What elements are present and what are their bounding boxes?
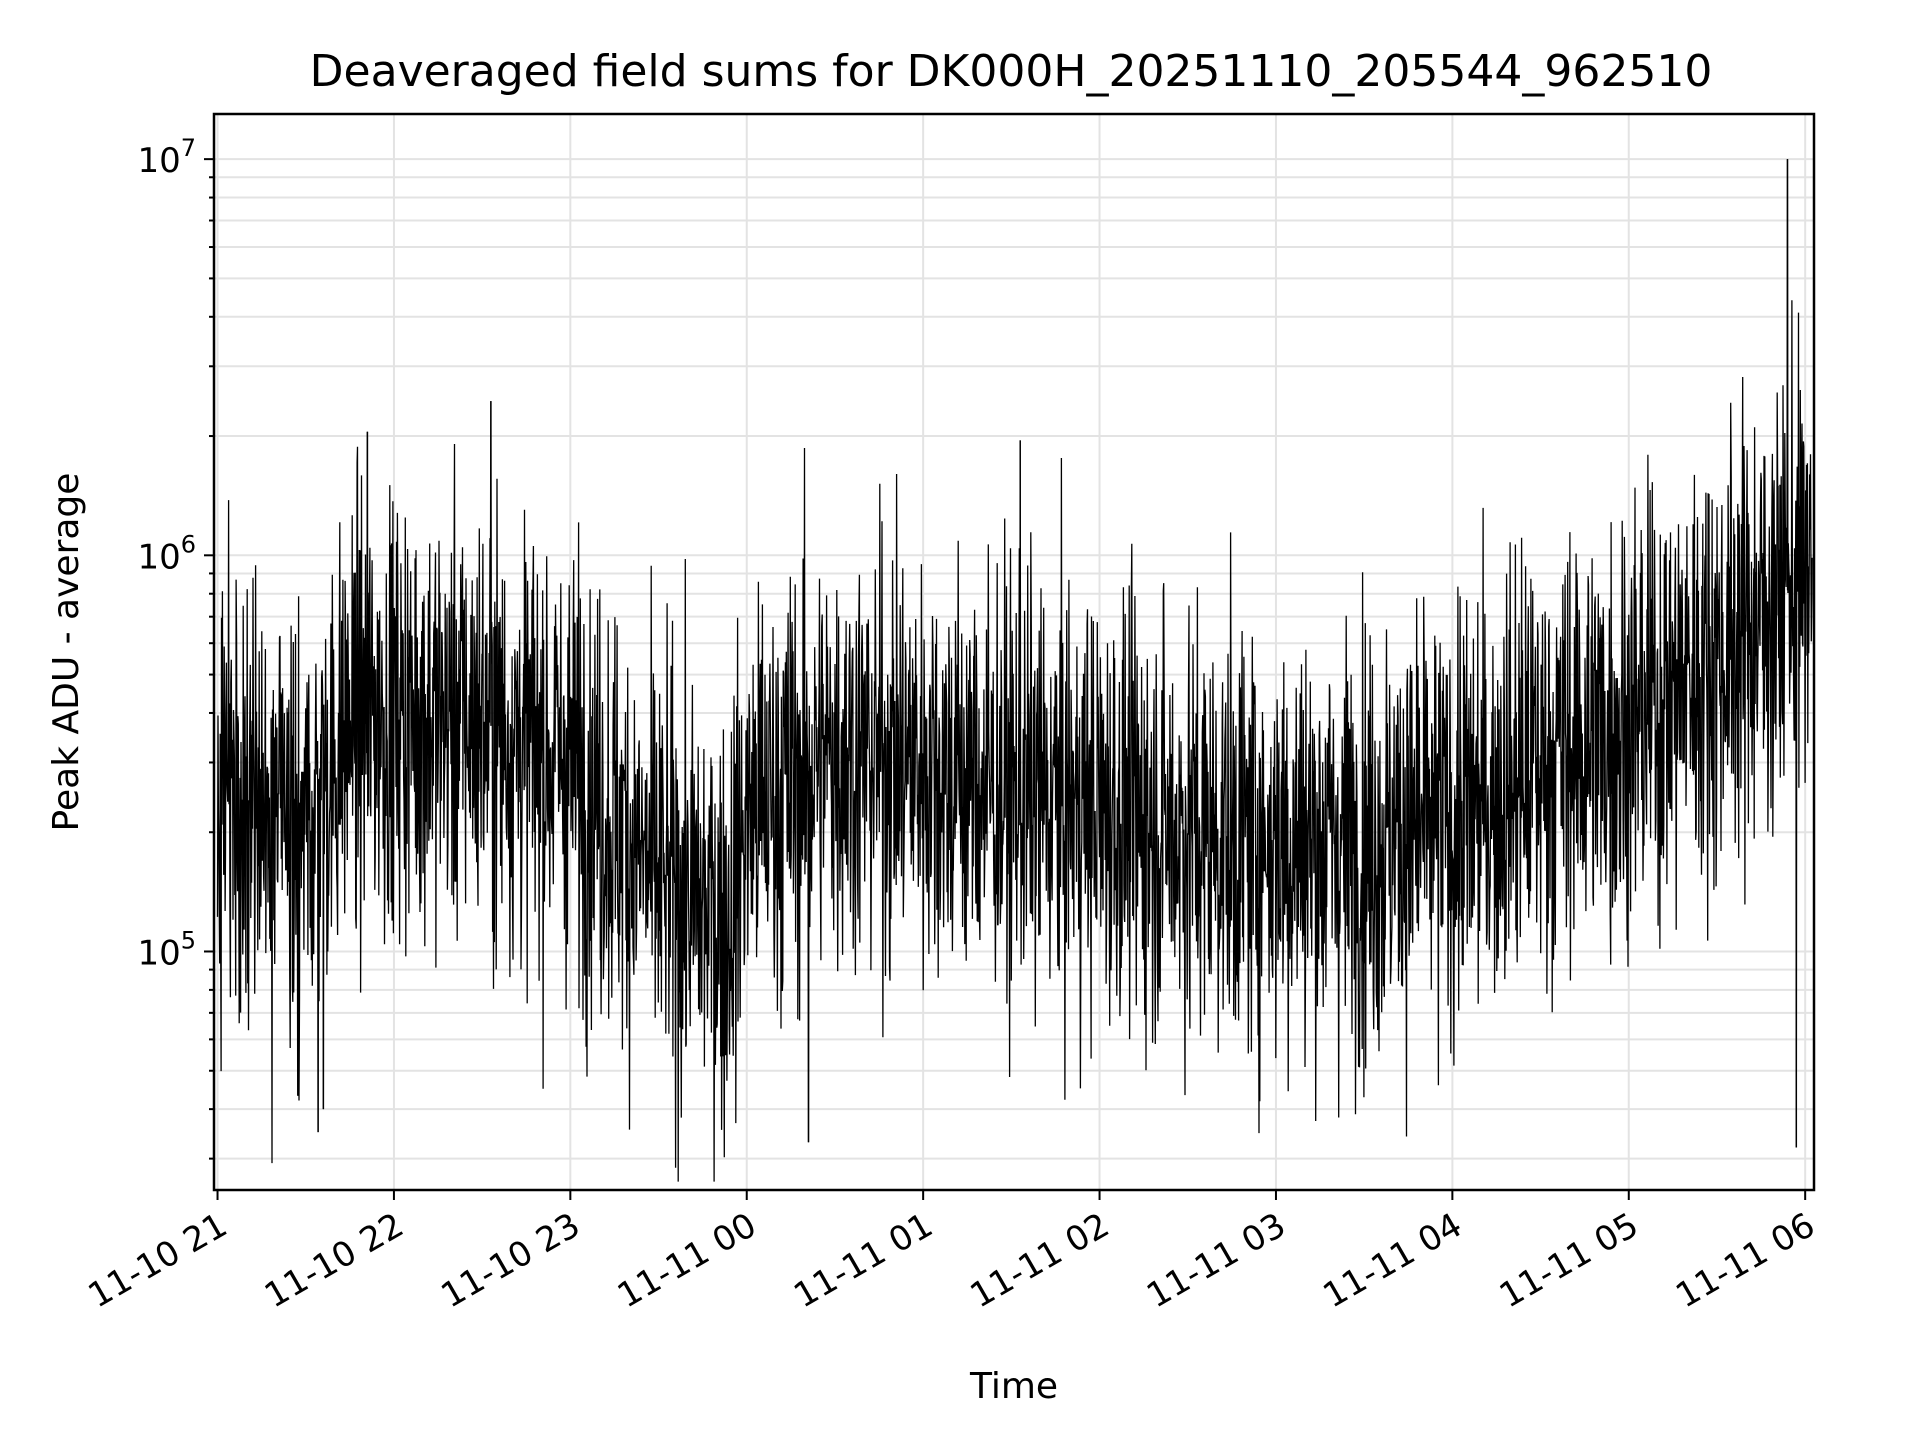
y-tick-label: 107: [137, 134, 196, 181]
x-tick-label: 11-11 04: [1316, 1205, 1468, 1316]
y-axis-label: Peak ADU - average: [46, 473, 87, 832]
x-tick-label: 11-11 05: [1493, 1205, 1645, 1316]
x-tick-label: 11-11 02: [964, 1205, 1116, 1316]
spikes: [317, 159, 1798, 1148]
x-tick-label: 11-11 00: [611, 1205, 763, 1316]
x-axis: 11-10 21 11-10 22 11-10 23 11-11 00 11-11 01…: [82, 1190, 1822, 1316]
y-axis: 105 106 107: [137, 134, 214, 1160]
x-tick-label: 11-10 21: [82, 1205, 234, 1316]
x-tick-label: 11-10 22: [258, 1205, 410, 1316]
x-tick-label: 11-11 06: [1669, 1205, 1821, 1316]
x-tick-label: 11-11 03: [1140, 1205, 1292, 1316]
plot-frame: [212, 112, 1816, 1192]
x-tick-label: 11-10 23: [434, 1205, 586, 1316]
grid: [214, 114, 1814, 1190]
y-tick-label: 106: [137, 530, 196, 577]
chart-title: Deaveraged field sums for DK000H_2025111…: [310, 46, 1713, 97]
x-tick-label: 11-11 01: [787, 1205, 939, 1316]
data-series-line: [216, 159, 1813, 1182]
x-axis-label: Time: [969, 1366, 1058, 1407]
y-tick-label: 105: [137, 926, 196, 973]
